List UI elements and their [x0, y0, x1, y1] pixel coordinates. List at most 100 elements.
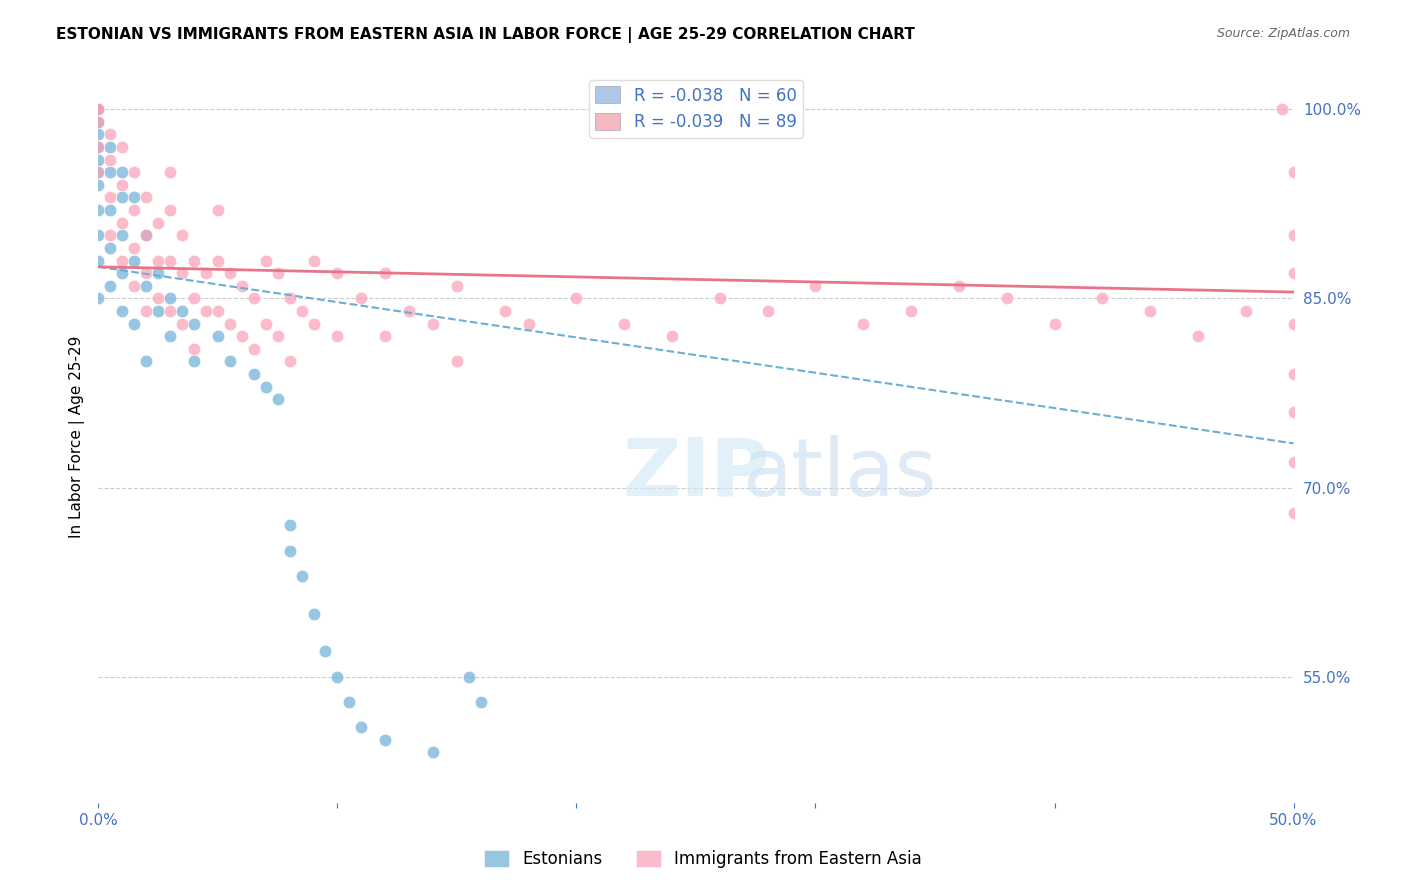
Point [661, 329, 683, 343]
Point [172, 317, 194, 331]
Point [159, 253, 181, 268]
Point [183, 291, 205, 305]
Point [1282, 317, 1305, 331]
Point [446, 354, 468, 368]
Point [207, 203, 229, 218]
Point [87, 153, 110, 167]
Point [87, 102, 110, 116]
Point [172, 266, 194, 280]
Point [422, 745, 444, 759]
Point [87, 165, 110, 179]
Point [87, 253, 110, 268]
Point [219, 354, 242, 368]
Point [98, 128, 122, 142]
Point [135, 190, 157, 204]
Point [278, 354, 301, 368]
Point [207, 329, 229, 343]
Legend: Estonians, Immigrants from Eastern Asia: Estonians, Immigrants from Eastern Asia [477, 843, 929, 875]
Point [135, 228, 157, 243]
Point [219, 266, 242, 280]
Point [98, 190, 122, 204]
Point [135, 266, 157, 280]
Point [804, 278, 827, 293]
Y-axis label: In Labor Force | Age 25-29: In Labor Force | Age 25-29 [69, 336, 84, 538]
Point [135, 278, 157, 293]
Point [458, 670, 481, 684]
Point [148, 253, 170, 268]
Point [302, 607, 325, 621]
Point [148, 291, 170, 305]
Point [195, 304, 218, 318]
Point [87, 102, 110, 116]
Point [254, 379, 277, 393]
Point [207, 304, 229, 318]
Point [446, 278, 468, 293]
Point [148, 304, 170, 318]
Point [111, 216, 134, 230]
Point [254, 253, 277, 268]
Point [278, 543, 301, 558]
Point [98, 153, 122, 167]
Point [374, 732, 396, 747]
Point [302, 253, 325, 268]
Point [326, 329, 349, 343]
Point [135, 354, 157, 368]
Legend: R = -0.038   N = 60, R = -0.039   N = 89: R = -0.038 N = 60, R = -0.039 N = 89 [589, 79, 803, 137]
Point [183, 317, 205, 331]
Point [98, 165, 122, 179]
Point [87, 102, 110, 116]
Point [87, 102, 110, 116]
Point [613, 317, 636, 331]
Point [135, 304, 157, 318]
Point [87, 102, 110, 116]
Point [111, 266, 134, 280]
Point [756, 304, 779, 318]
Text: ESTONIAN VS IMMIGRANTS FROM EASTERN ASIA IN LABOR FORCE | AGE 25-29 CORRELATION : ESTONIAN VS IMMIGRANTS FROM EASTERN ASIA… [56, 27, 915, 43]
Point [1091, 291, 1114, 305]
Point [1234, 304, 1257, 318]
Point [98, 241, 122, 255]
Point [470, 695, 492, 709]
Point [267, 266, 290, 280]
Point [124, 241, 146, 255]
Text: atlas: atlas [742, 434, 936, 513]
Point [159, 329, 181, 343]
Point [98, 278, 122, 293]
Point [87, 102, 110, 116]
Point [339, 695, 361, 709]
Point [565, 291, 588, 305]
Point [87, 228, 110, 243]
Point [709, 291, 731, 305]
Point [87, 102, 110, 116]
Point [326, 670, 349, 684]
Point [398, 304, 420, 318]
Point [278, 291, 301, 305]
Point [124, 190, 146, 204]
Point [98, 228, 122, 243]
Point [254, 317, 277, 331]
Point [315, 644, 337, 658]
Point [852, 317, 875, 331]
Point [124, 165, 146, 179]
Point [111, 178, 134, 192]
Point [111, 190, 134, 204]
Point [374, 329, 396, 343]
Point [267, 392, 290, 407]
Point [87, 102, 110, 116]
Point [124, 203, 146, 218]
Point [98, 140, 122, 154]
Point [87, 128, 110, 142]
Point [243, 367, 266, 381]
Point [1271, 102, 1294, 116]
Text: Source: ZipAtlas.com: Source: ZipAtlas.com [1216, 27, 1350, 40]
Point [900, 304, 922, 318]
Point [159, 203, 181, 218]
Point [1187, 329, 1209, 343]
Point [172, 228, 194, 243]
Point [111, 165, 134, 179]
Point [243, 291, 266, 305]
Point [1139, 304, 1161, 318]
Point [172, 304, 194, 318]
Point [87, 178, 110, 192]
Point [87, 115, 110, 129]
